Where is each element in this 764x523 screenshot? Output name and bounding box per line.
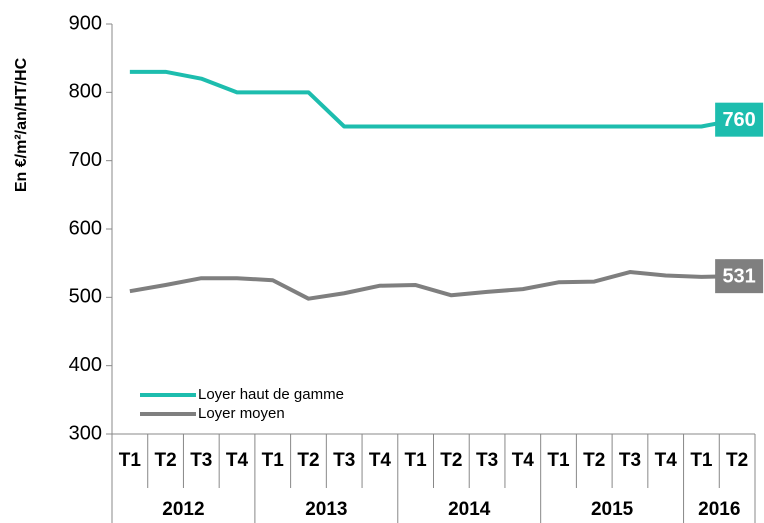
x-tick-label: T1 — [690, 450, 713, 471]
y-tick-label: 300 — [69, 422, 102, 444]
legend-label: Loyer moyen — [198, 405, 285, 422]
series-line — [129, 69, 738, 129]
x-group-label: 2016 — [698, 499, 740, 520]
x-tick-label: T2 — [297, 450, 319, 471]
x-group-label: 2012 — [162, 499, 204, 520]
x-tick-label: T2 — [154, 450, 176, 471]
x-tick-label: T4 — [226, 450, 249, 471]
y-tick-label: 800 — [69, 81, 102, 103]
x-tick-label: T2 — [726, 450, 748, 471]
x-tick-label: T1 — [119, 450, 142, 471]
y-tick-label: 900 — [69, 12, 102, 34]
y-tick-label: 500 — [69, 286, 102, 308]
y-tick-label: 600 — [69, 217, 102, 239]
x-tick-label: T3 — [190, 450, 212, 471]
y-tick-label: 700 — [69, 149, 102, 171]
series-line — [129, 270, 738, 301]
x-tick-label: T1 — [547, 450, 570, 471]
x-tick-label: T4 — [369, 450, 392, 471]
x-tick-label: T1 — [405, 450, 428, 471]
x-tick-label: T2 — [583, 450, 605, 471]
x-tick-label: T4 — [512, 450, 535, 471]
x-tick-label: T3 — [476, 450, 498, 471]
value-label: 531 — [722, 265, 755, 287]
x-tick-label: T1 — [262, 450, 285, 471]
y-axis-label: En €/m²/an/HT/HC — [13, 57, 30, 192]
value-label: 760 — [722, 109, 755, 131]
x-group-label: 2013 — [305, 499, 347, 520]
x-tick-label: T4 — [655, 450, 678, 471]
x-tick-label: T3 — [619, 450, 641, 471]
value-label-box — [715, 259, 764, 294]
y-tick-label: 400 — [69, 354, 102, 376]
legend-label: Loyer haut de gamme — [198, 386, 344, 403]
value-label-box — [715, 102, 764, 137]
x-tick-label: T2 — [440, 450, 462, 471]
x-group-label: 2015 — [591, 499, 634, 520]
x-tick-label: T3 — [333, 450, 355, 471]
x-group-label: 2014 — [448, 499, 491, 520]
